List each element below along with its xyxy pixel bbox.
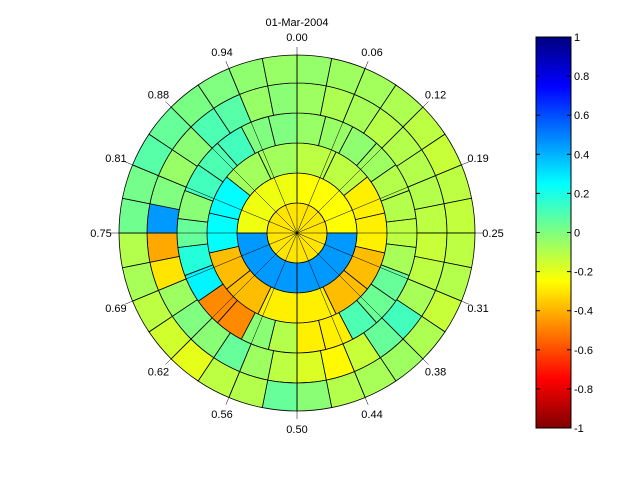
colorbar-tick-label-0: 1 [574,32,580,44]
angle-tick-label-8: 0.50 [286,424,307,436]
colorbar-tick-label-7: -0.4 [574,306,593,318]
angle-tick-label-1: 0.06 [361,47,382,59]
angle-tick-label-3: 0.19 [467,153,488,165]
angle-spoke-10 [165,232,298,365]
angle-tick-label-13: 0.81 [105,153,126,165]
angle-tick-label-7: 0.44 [361,409,382,421]
angle-label-layer: 0.00 0.06 0.12 0.19 0.25 0.31 0.38 0.44 0.50 0.56… [90,32,503,436]
angle-spoke-6 [296,232,429,365]
angle-tick-label-6: 0.38 [425,367,446,379]
outer-sector-0 [296,54,333,87]
colorbar-ticks: 1 0.8 0.6 0.4 0.2 0 -0.2 -0.4 -0.6 -0.8 -1 [536,32,593,435]
angle-tick-label-15: 0.94 [211,47,232,59]
angle-spoke-1 [296,61,369,234]
outer-sector-23 [118,232,151,269]
colorbar-tick-label-6: -0.2 [574,267,593,279]
colorbar: 1 0.8 0.6 0.4 0.2 0 -0.2 -0.4 -0.6 -0.8 -1 [535,32,593,435]
angle-tick-label-9: 0.56 [211,409,232,421]
angle-spoke-7 [296,232,369,405]
colorbar-gradient [535,36,572,429]
outer-sector-24 [118,197,151,234]
angle-spoke-2 [296,101,429,234]
angle-tick-label-12: 0.75 [90,228,111,240]
colorbar-tick-label-9: -0.8 [574,384,593,396]
angle-spoke-11 [125,232,298,305]
angle-spoke-13 [125,161,298,234]
outer-sector-7 [443,197,476,234]
colorbar-tick-label-2: 0.6 [574,110,589,122]
colorbar-tick-label-10: -1 [574,423,584,435]
sector-layer [118,54,476,412]
angle-tick-label-0: 0.00 [286,32,307,44]
chart-title: 01-Mar-2004 [266,17,329,29]
angle-tick-label-11: 0.69 [105,303,126,315]
outer-sector-15 [296,379,333,412]
outer-sector-31 [261,54,298,87]
angle-tick-label-14: 0.88 [148,89,169,101]
angle-spoke-14 [165,101,298,234]
colorbar-tick-label-8: -0.6 [574,345,593,357]
spoke-layer [111,47,483,419]
colorbar-tick-label-4: 0.2 [574,188,589,200]
angle-tick-label-4: 0.25 [482,228,503,240]
angle-tick-label-5: 0.31 [467,303,488,315]
outer-sector-8 [443,232,476,269]
colorbar-tick-label-5: 0 [574,228,580,240]
angle-spoke-3 [296,161,469,234]
angle-tick-label-2: 0.12 [425,89,446,101]
angle-spoke-9 [225,232,298,405]
angle-tick-label-10: 0.62 [148,367,169,379]
outer-sector-16 [261,379,298,412]
angle-spoke-5 [296,232,469,305]
angle-spoke-15 [225,61,298,234]
colorbar-tick-label-1: 0.8 [574,71,589,83]
colorbar-tick-label-3: 0.4 [574,149,589,161]
